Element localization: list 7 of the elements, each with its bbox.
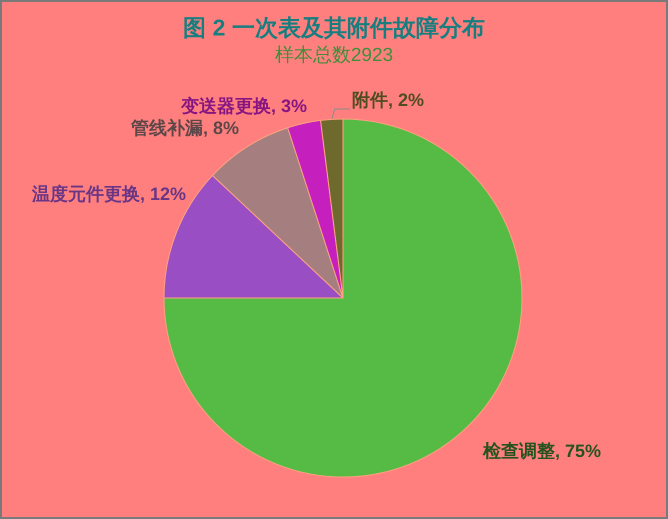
slice-label: 温度元件更换, 12% bbox=[30, 184, 186, 204]
slice-label: 管线补漏, 8% bbox=[130, 118, 239, 138]
chart-subtitle: 样本总数2923 bbox=[274, 45, 394, 66]
slice-label: 变送器更换, 3% bbox=[180, 96, 307, 116]
slice-label: 检查调整, 75% bbox=[482, 441, 602, 461]
chart-title: 图 2 一次表及其附件故障分布 bbox=[183, 14, 485, 40]
slice-label: 附件, 2% bbox=[352, 90, 424, 110]
